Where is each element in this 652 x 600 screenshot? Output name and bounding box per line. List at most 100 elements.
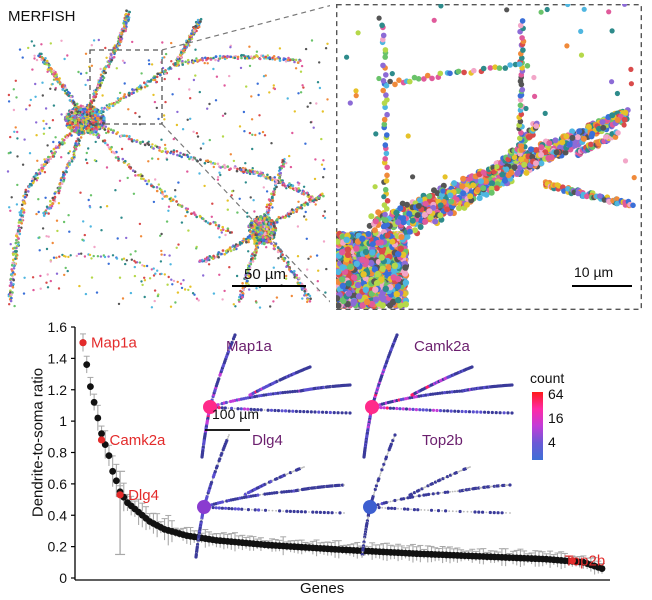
transcript-spot [94, 88, 98, 92]
transcript-spot [197, 299, 200, 302]
transcript-spot [287, 213, 291, 216]
transcript-spot [264, 236, 267, 239]
transcript-spot [228, 231, 232, 234]
transcript-spot [127, 91, 131, 95]
transcript-spot [12, 252, 16, 256]
transcript-spot [159, 260, 163, 263]
transcript-spot [378, 276, 385, 283]
transcript-spot [265, 225, 268, 228]
transcript-spot [299, 91, 303, 94]
transcript-spot [129, 253, 132, 256]
transcript-spot [219, 229, 223, 232]
transcript-spot [308, 300, 312, 303]
transcript-spot [194, 24, 198, 28]
transcript-spot [174, 195, 177, 198]
transcript-spot [284, 185, 287, 188]
transcript-spot [281, 179, 284, 182]
transcript-spot [262, 242, 266, 246]
transcript-spot [177, 181, 180, 184]
transcript-spot [378, 254, 385, 261]
transcript-spot [314, 158, 317, 161]
transcript-spot [99, 77, 103, 80]
transcript-spot [105, 65, 108, 68]
transcript-spot [86, 161, 89, 165]
transcript-spot [101, 94, 104, 97]
transcript-spot [216, 175, 220, 179]
transcript-spot [226, 229, 230, 232]
transcript-spot [77, 139, 81, 142]
transcript-spot [249, 262, 253, 266]
transcript-spot [30, 40, 33, 43]
transcript-spot [297, 200, 300, 203]
transcript-spot [244, 162, 247, 165]
transcript-spot [291, 211, 295, 214]
transcript-spot [141, 174, 144, 178]
transcript-spot [27, 190, 30, 193]
transcript-spot [224, 112, 227, 115]
transcript-spot [12, 108, 16, 112]
transcript-spot [69, 117, 73, 121]
transcript-spot [179, 151, 182, 155]
transcript-spot [70, 122, 74, 126]
transcript-spot [105, 205, 109, 208]
transcript-spot [172, 137, 175, 141]
transcript-spot [258, 217, 262, 221]
transcript-spot [264, 214, 267, 217]
transcript-spot [359, 302, 366, 309]
transcript-spot [166, 283, 169, 286]
transcript-spot [93, 245, 96, 249]
transcript-spot [293, 188, 297, 191]
transcript-spot [60, 113, 63, 116]
transcript-spot [268, 56, 271, 59]
transcript-spot [23, 138, 26, 141]
transcript-spot [161, 197, 164, 200]
transcript-spot [14, 250, 18, 253]
transcript-spot [46, 273, 49, 276]
transcript-spot [214, 55, 218, 58]
transcript-spot [9, 282, 13, 285]
transcript-spot [67, 94, 71, 98]
transcript-spot [275, 296, 279, 299]
transcript-spot [108, 103, 111, 106]
transcript-spot [19, 211, 23, 214]
transcript-spot [47, 64, 51, 67]
transcript-spot [282, 182, 286, 186]
transcript-spot [17, 237, 20, 240]
transcript-spot [52, 147, 56, 151]
transcript-spot [289, 165, 293, 169]
transcript-spot [291, 58, 294, 61]
transcript-spot [253, 210, 256, 213]
transcript-spot [211, 202, 214, 205]
transcript-spot [301, 287, 305, 291]
transcript-spot [238, 242, 242, 245]
transcript-spot [107, 65, 111, 69]
transcript-spot [297, 276, 301, 280]
transcript-spot [182, 153, 185, 156]
transcript-spot [155, 106, 158, 110]
transcript-spot [100, 229, 103, 232]
transcript-spot [97, 38, 101, 42]
transcript-spot [161, 192, 165, 196]
transcript-spot [139, 235, 143, 238]
transcript-spot [210, 256, 213, 259]
transcript-spot [127, 137, 131, 141]
transcript-spot [215, 75, 219, 78]
transcript-spot [82, 220, 85, 223]
transcript-spot [146, 142, 149, 145]
transcript-spot [128, 94, 131, 97]
transcript-spot [385, 263, 392, 271]
transcript-spot [67, 255, 70, 259]
transcript-spot [60, 182, 64, 185]
transcript-spot [195, 132, 199, 135]
transcript-spot [117, 302, 121, 306]
transcript-spot [284, 214, 288, 217]
transcript-spot [240, 296, 244, 299]
transcript-spot [262, 186, 265, 189]
transcript-spot [367, 259, 375, 267]
transcript-spot [187, 229, 190, 232]
transcript-spot [112, 55, 116, 59]
transcript-spot [246, 266, 250, 270]
transcript-spot [59, 178, 63, 182]
transcript-spot [186, 210, 189, 214]
transcript-spot [134, 250, 137, 253]
